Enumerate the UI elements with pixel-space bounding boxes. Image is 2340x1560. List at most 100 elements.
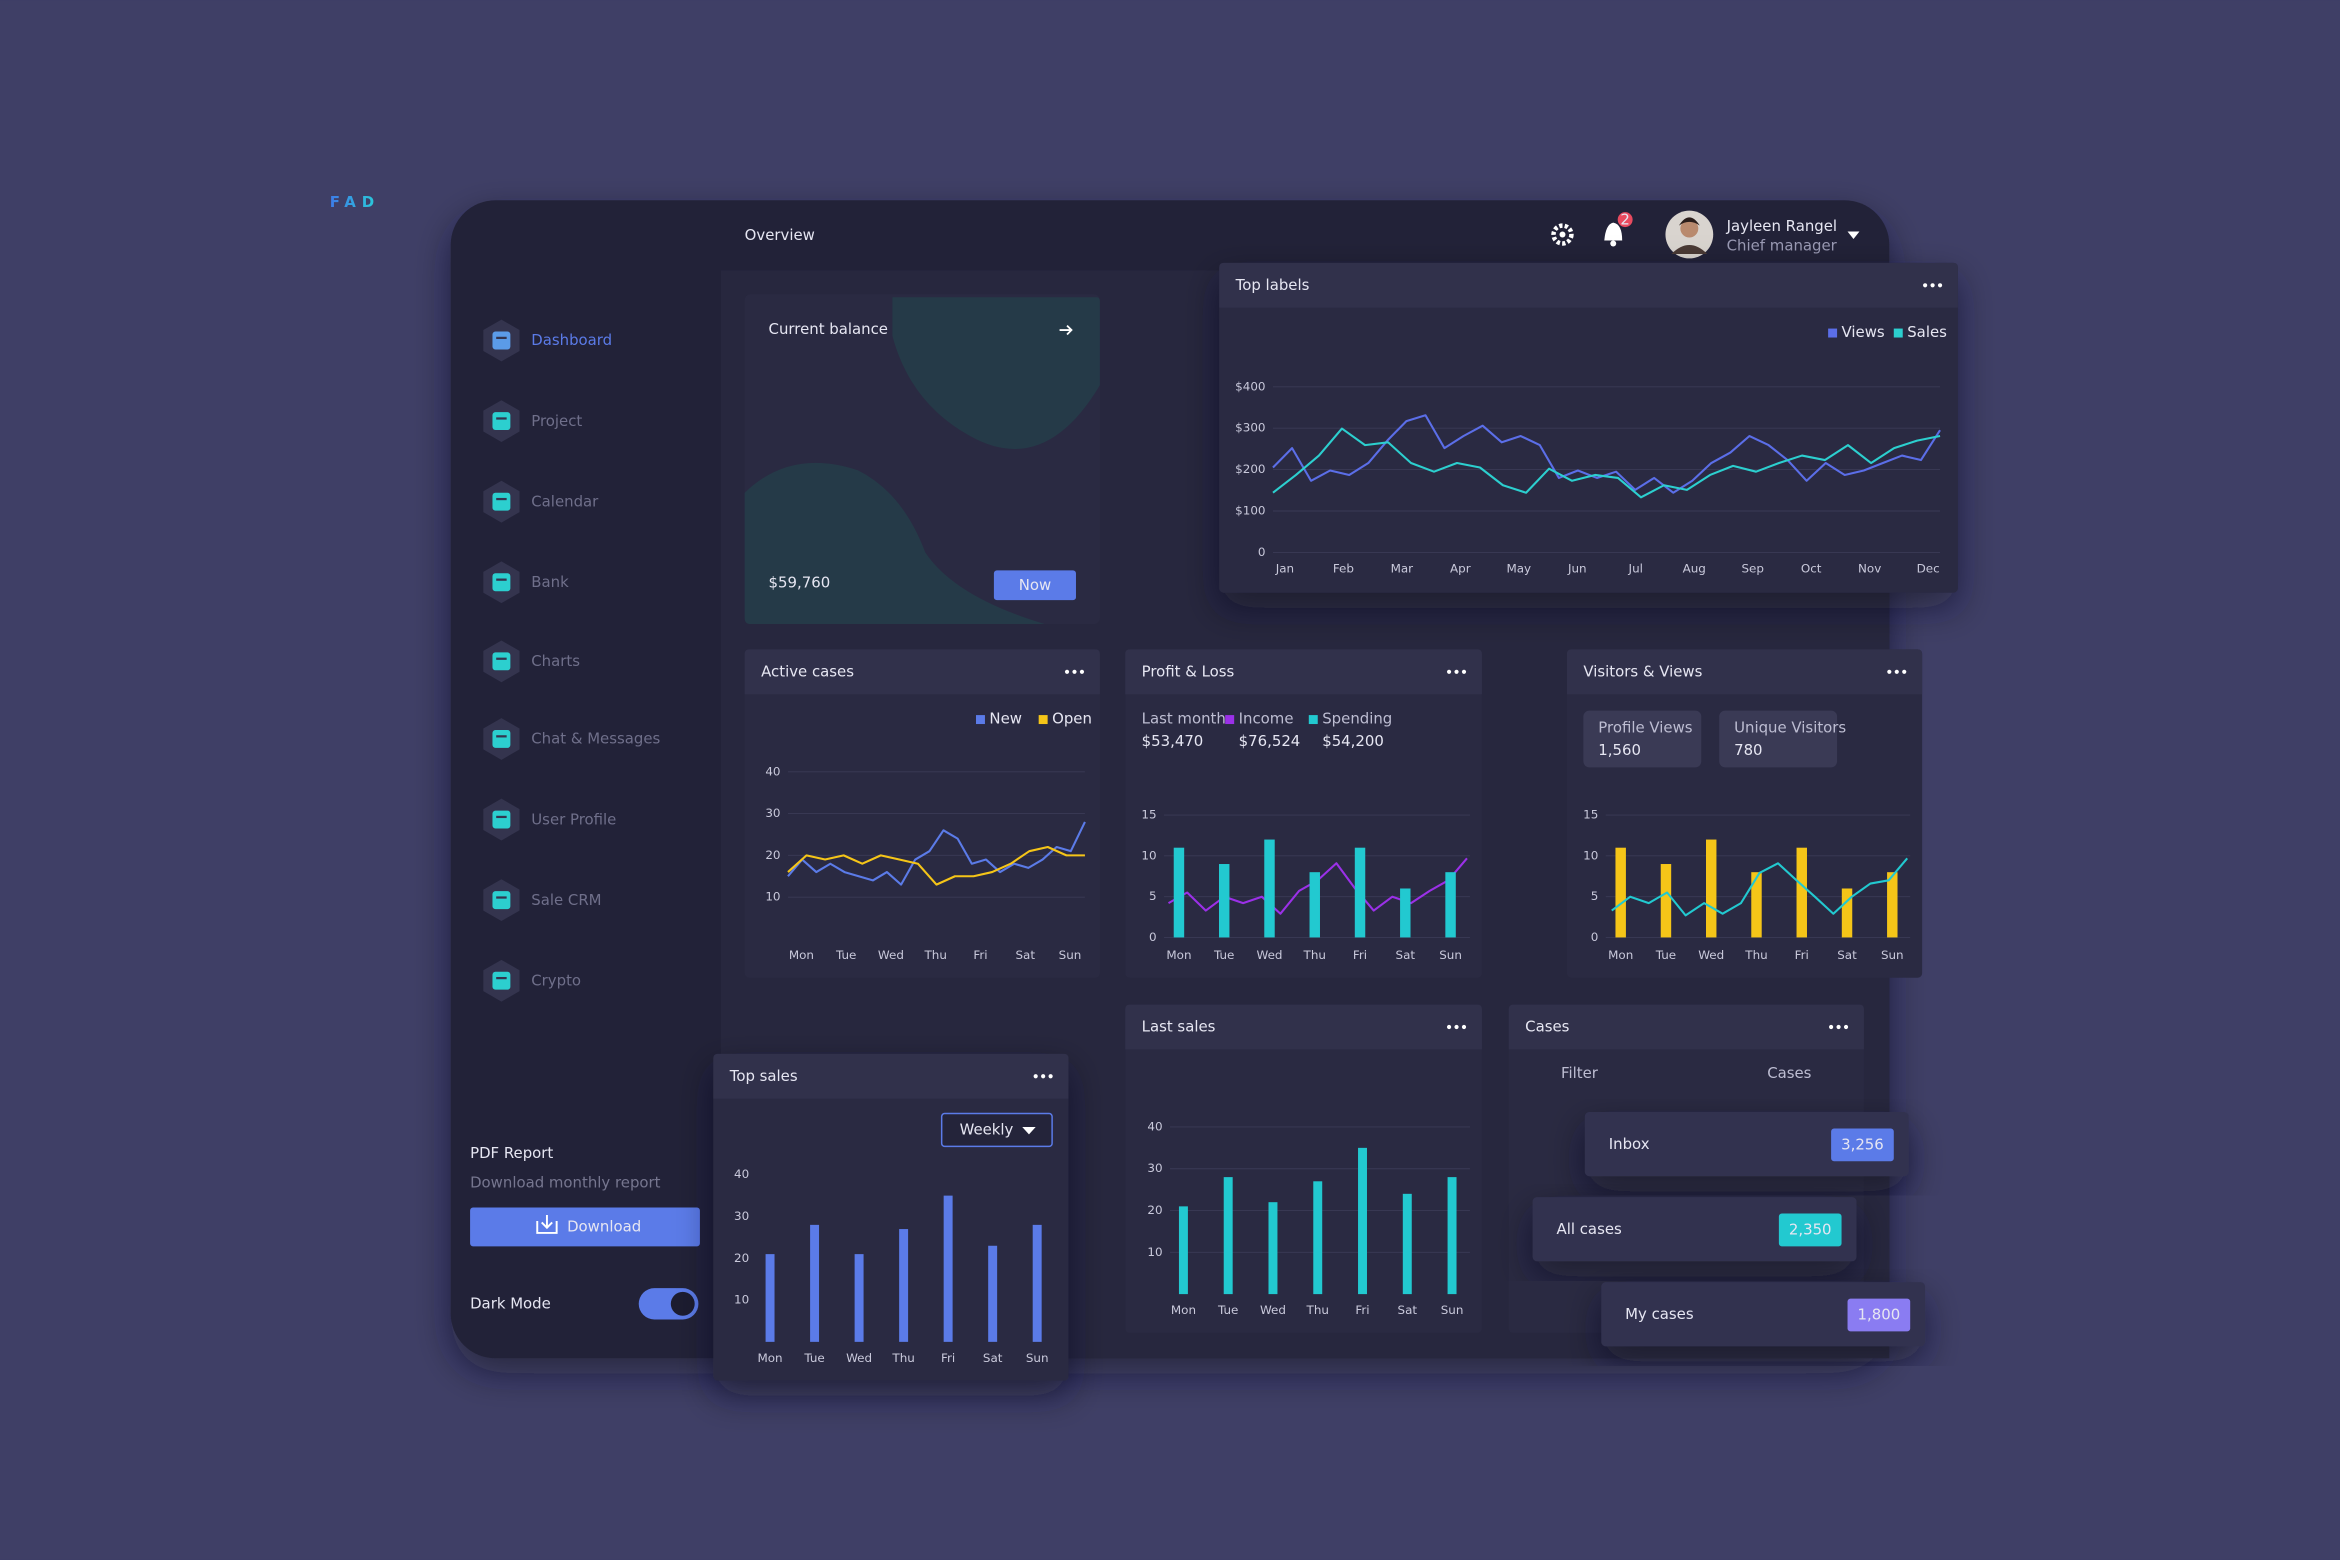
download-label: Download (567, 1218, 641, 1236)
legend-swatch (1038, 715, 1048, 725)
nav-icon (492, 492, 511, 511)
nav-icon-detail (496, 417, 507, 420)
case-row (1584, 1112, 1909, 1177)
y-tick-label: 0 (1591, 930, 1599, 944)
x-tick-label: Sat (983, 1351, 1003, 1365)
balance-badge[interactable] (993, 570, 1076, 601)
menu-dots (1902, 669, 1907, 674)
bar (1796, 847, 1807, 938)
stat-value: 780 (1734, 741, 1762, 759)
y-tick-label: $400 (1235, 379, 1265, 393)
nav-icon-detail (496, 578, 507, 581)
settings-icon[interactable] (1551, 223, 1574, 246)
stat-label: Unique Visitors (1734, 719, 1846, 737)
x-tick-label: Sun (1059, 948, 1082, 962)
y-tick-label: 30 (734, 1209, 749, 1223)
x-tick-label: Sun (1881, 948, 1904, 962)
y-tick-label: 5 (1149, 889, 1157, 903)
download-button[interactable] (470, 1207, 700, 1247)
menu-dots (1836, 1024, 1841, 1030)
menu-dots (1461, 669, 1467, 674)
card-header (1219, 262, 1958, 308)
menu-dots (1894, 669, 1899, 674)
legend-swatch (975, 715, 985, 725)
menu-dots (1064, 669, 1070, 674)
y-tick-label: 10 (765, 890, 780, 904)
nav-icon (492, 412, 511, 431)
legend-label: Income (1239, 710, 1294, 728)
user-role: Chief manager (1727, 236, 1838, 254)
menu-dots (1461, 1024, 1467, 1030)
nav-item: Dashboard (531, 331, 612, 349)
user-menu-caret[interactable] (1847, 231, 1860, 240)
line (1272, 414, 1941, 494)
bar (1402, 1193, 1412, 1295)
y-tick-label: $100 (1235, 504, 1265, 518)
notification-count: 2 (1620, 210, 1629, 228)
x-tick-label: Mon (1171, 1303, 1196, 1317)
balance-badge-label: Now (1019, 576, 1051, 594)
legend-swatch (1893, 328, 1903, 338)
y-tick-label: 10 (1141, 848, 1156, 862)
x-tick-label: Fri (1355, 1303, 1369, 1317)
bar (1264, 839, 1275, 938)
x-tick-label: Fri (1353, 948, 1367, 962)
balance-arrow[interactable] (1059, 324, 1073, 336)
card-header (1508, 1004, 1864, 1050)
x-tick-label: Jan (1275, 561, 1294, 575)
x-tick-label: Fri (973, 948, 987, 962)
x-tick-label: Tue (803, 1351, 824, 1365)
notification-icon[interactable] (1604, 212, 1633, 247)
menu-dots (1079, 669, 1085, 674)
x-tick-label: Dec (1917, 561, 1940, 575)
y-tick-label: 10 (734, 1293, 749, 1307)
bar (1313, 1181, 1323, 1295)
case-row (1532, 1197, 1857, 1262)
y-tick-label: 15 (1583, 808, 1598, 822)
bar (1354, 847, 1366, 938)
bar (1400, 888, 1411, 938)
x-tick-label: Jul (1628, 561, 1643, 575)
bar (1032, 1224, 1042, 1342)
nav-icon (492, 730, 511, 748)
y-tick-label: $200 (1235, 462, 1265, 476)
y-tick-label: 40 (734, 1167, 749, 1181)
y-tick-label: 20 (734, 1251, 749, 1265)
nav-icon (492, 810, 511, 829)
legend-swatch (1308, 715, 1318, 725)
legend-swatch (1225, 715, 1235, 725)
x-tick-label: Thu (1306, 1303, 1329, 1317)
nav-item: Sale CRM (531, 891, 601, 909)
nav-item: Crypto (531, 971, 581, 989)
x-tick-label: Sun (1026, 1351, 1049, 1365)
bar (810, 1224, 820, 1342)
legend-label: Spending (1322, 710, 1392, 728)
nav-icon-detail (496, 976, 507, 980)
filter-dropdown[interactable] (940, 1112, 1053, 1148)
nav-icon (492, 652, 511, 671)
y-tick-label: $300 (1235, 421, 1265, 435)
nav-icon (492, 331, 511, 350)
legend-swatch (1828, 328, 1838, 338)
column-header: Cases (1767, 1064, 1811, 1082)
nav-icon-detail (496, 336, 507, 340)
x-tick-label: Oct (1801, 561, 1822, 575)
toggle-knob (670, 1291, 695, 1316)
bar (899, 1229, 909, 1342)
nav-icon-detail (496, 815, 507, 819)
nav-item: Calendar (531, 492, 599, 510)
avatar[interactable] (1665, 210, 1714, 259)
line (1272, 427, 1941, 499)
menu-dots (1923, 283, 1928, 288)
bar (943, 1195, 953, 1342)
bar (1223, 1177, 1233, 1295)
logo: FAD (330, 193, 380, 211)
x-tick-label: Wed (878, 948, 904, 962)
legend-label: Open (1052, 710, 1092, 728)
x-tick-label: Wed (846, 1351, 872, 1365)
stat-label: Profile Views (1598, 719, 1692, 737)
case-label: My cases (1625, 1305, 1694, 1323)
menu-dots (1446, 1024, 1452, 1030)
card-header (1566, 649, 1923, 695)
menu-dots (1887, 669, 1892, 674)
